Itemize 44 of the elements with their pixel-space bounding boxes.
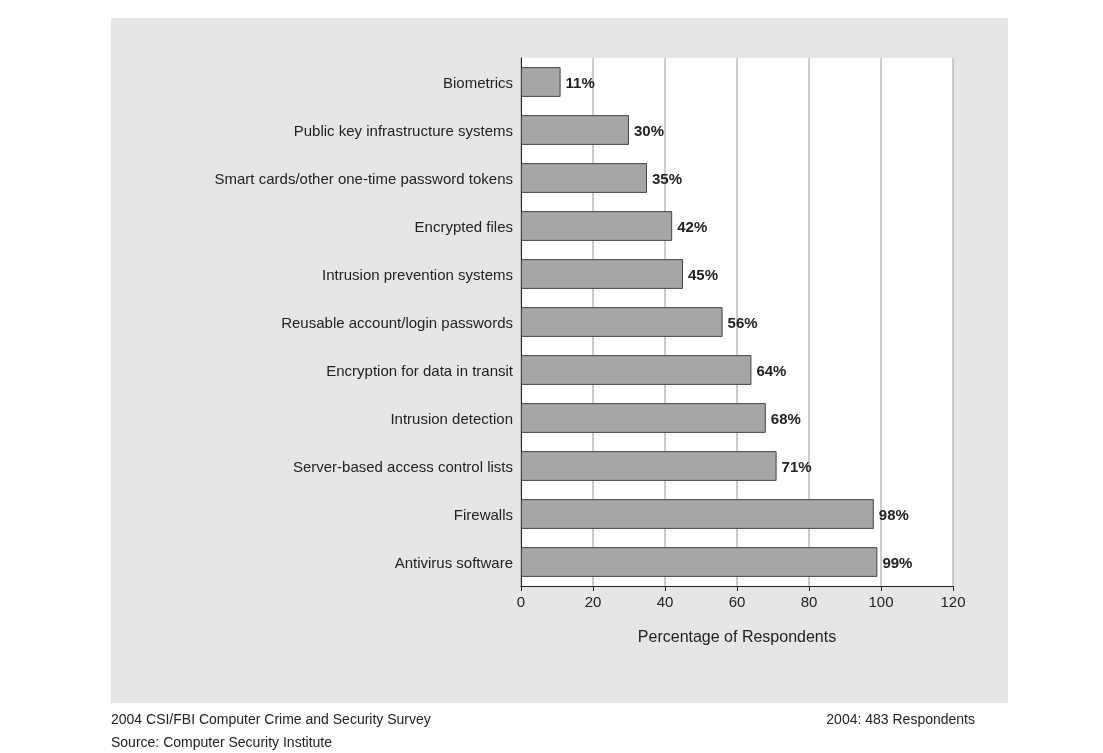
data-label: 11% [565, 73, 595, 91]
text: 2004 CSI/FBI Computer Crime and Security Survey [111, 711, 431, 727]
data-label: 30% [634, 121, 665, 139]
y-tick-label: Public key infrastructure systems [293, 121, 513, 139]
y-tick-label: Reusable account/login passwords [281, 313, 513, 331]
bar [521, 211, 673, 241]
x-tick-label: 80 [800, 593, 818, 610]
x-tick-label: 100 [868, 593, 894, 610]
data-label: 64% [756, 361, 787, 379]
x-tick-label: 60 [728, 593, 746, 610]
data-label: 56% [727, 313, 758, 331]
data-label: 98% [878, 505, 909, 523]
x-tick-label: 0 [516, 593, 526, 610]
bar [521, 163, 647, 193]
data-label: 71% [781, 457, 812, 475]
bar [521, 115, 629, 145]
x-tick-label: 20 [584, 593, 602, 610]
data-label: 99% [882, 553, 913, 571]
bar [521, 355, 752, 385]
data-label: 45% [688, 265, 719, 283]
bar [521, 307, 723, 337]
bar [521, 259, 683, 289]
bar [521, 67, 561, 97]
data-label: 42% [677, 217, 708, 235]
y-tick-label: Antivirus software [394, 553, 513, 571]
source-note: Source: Computer Security Institute [111, 734, 332, 750]
data-label: 35% [652, 169, 683, 187]
y-tick-label: Biometrics [442, 73, 513, 91]
y-tick-label: Encrypted files [414, 217, 513, 235]
x-axis-title: Percentage of Respondents [637, 627, 837, 645]
text: 2004: 483 Respondents [826, 711, 975, 727]
bar [521, 403, 766, 433]
x-tick-label: 40 [656, 593, 674, 610]
y-tick-label: Smart cards/other one-time password tokens [214, 169, 513, 187]
bar [521, 451, 777, 481]
y-tick-label: Intrusion detection [390, 409, 513, 427]
y-tick-label: Intrusion prevention systems [322, 265, 513, 283]
bar [521, 499, 874, 529]
data-label: 68% [770, 409, 801, 427]
y-tick-label: Server-based access control lists [292, 457, 513, 475]
bar [521, 547, 878, 577]
y-tick-label: Firewalls [453, 505, 513, 523]
x-tick-label: 120 [940, 593, 966, 610]
y-tick-label: Encryption for data in transit [326, 361, 514, 379]
